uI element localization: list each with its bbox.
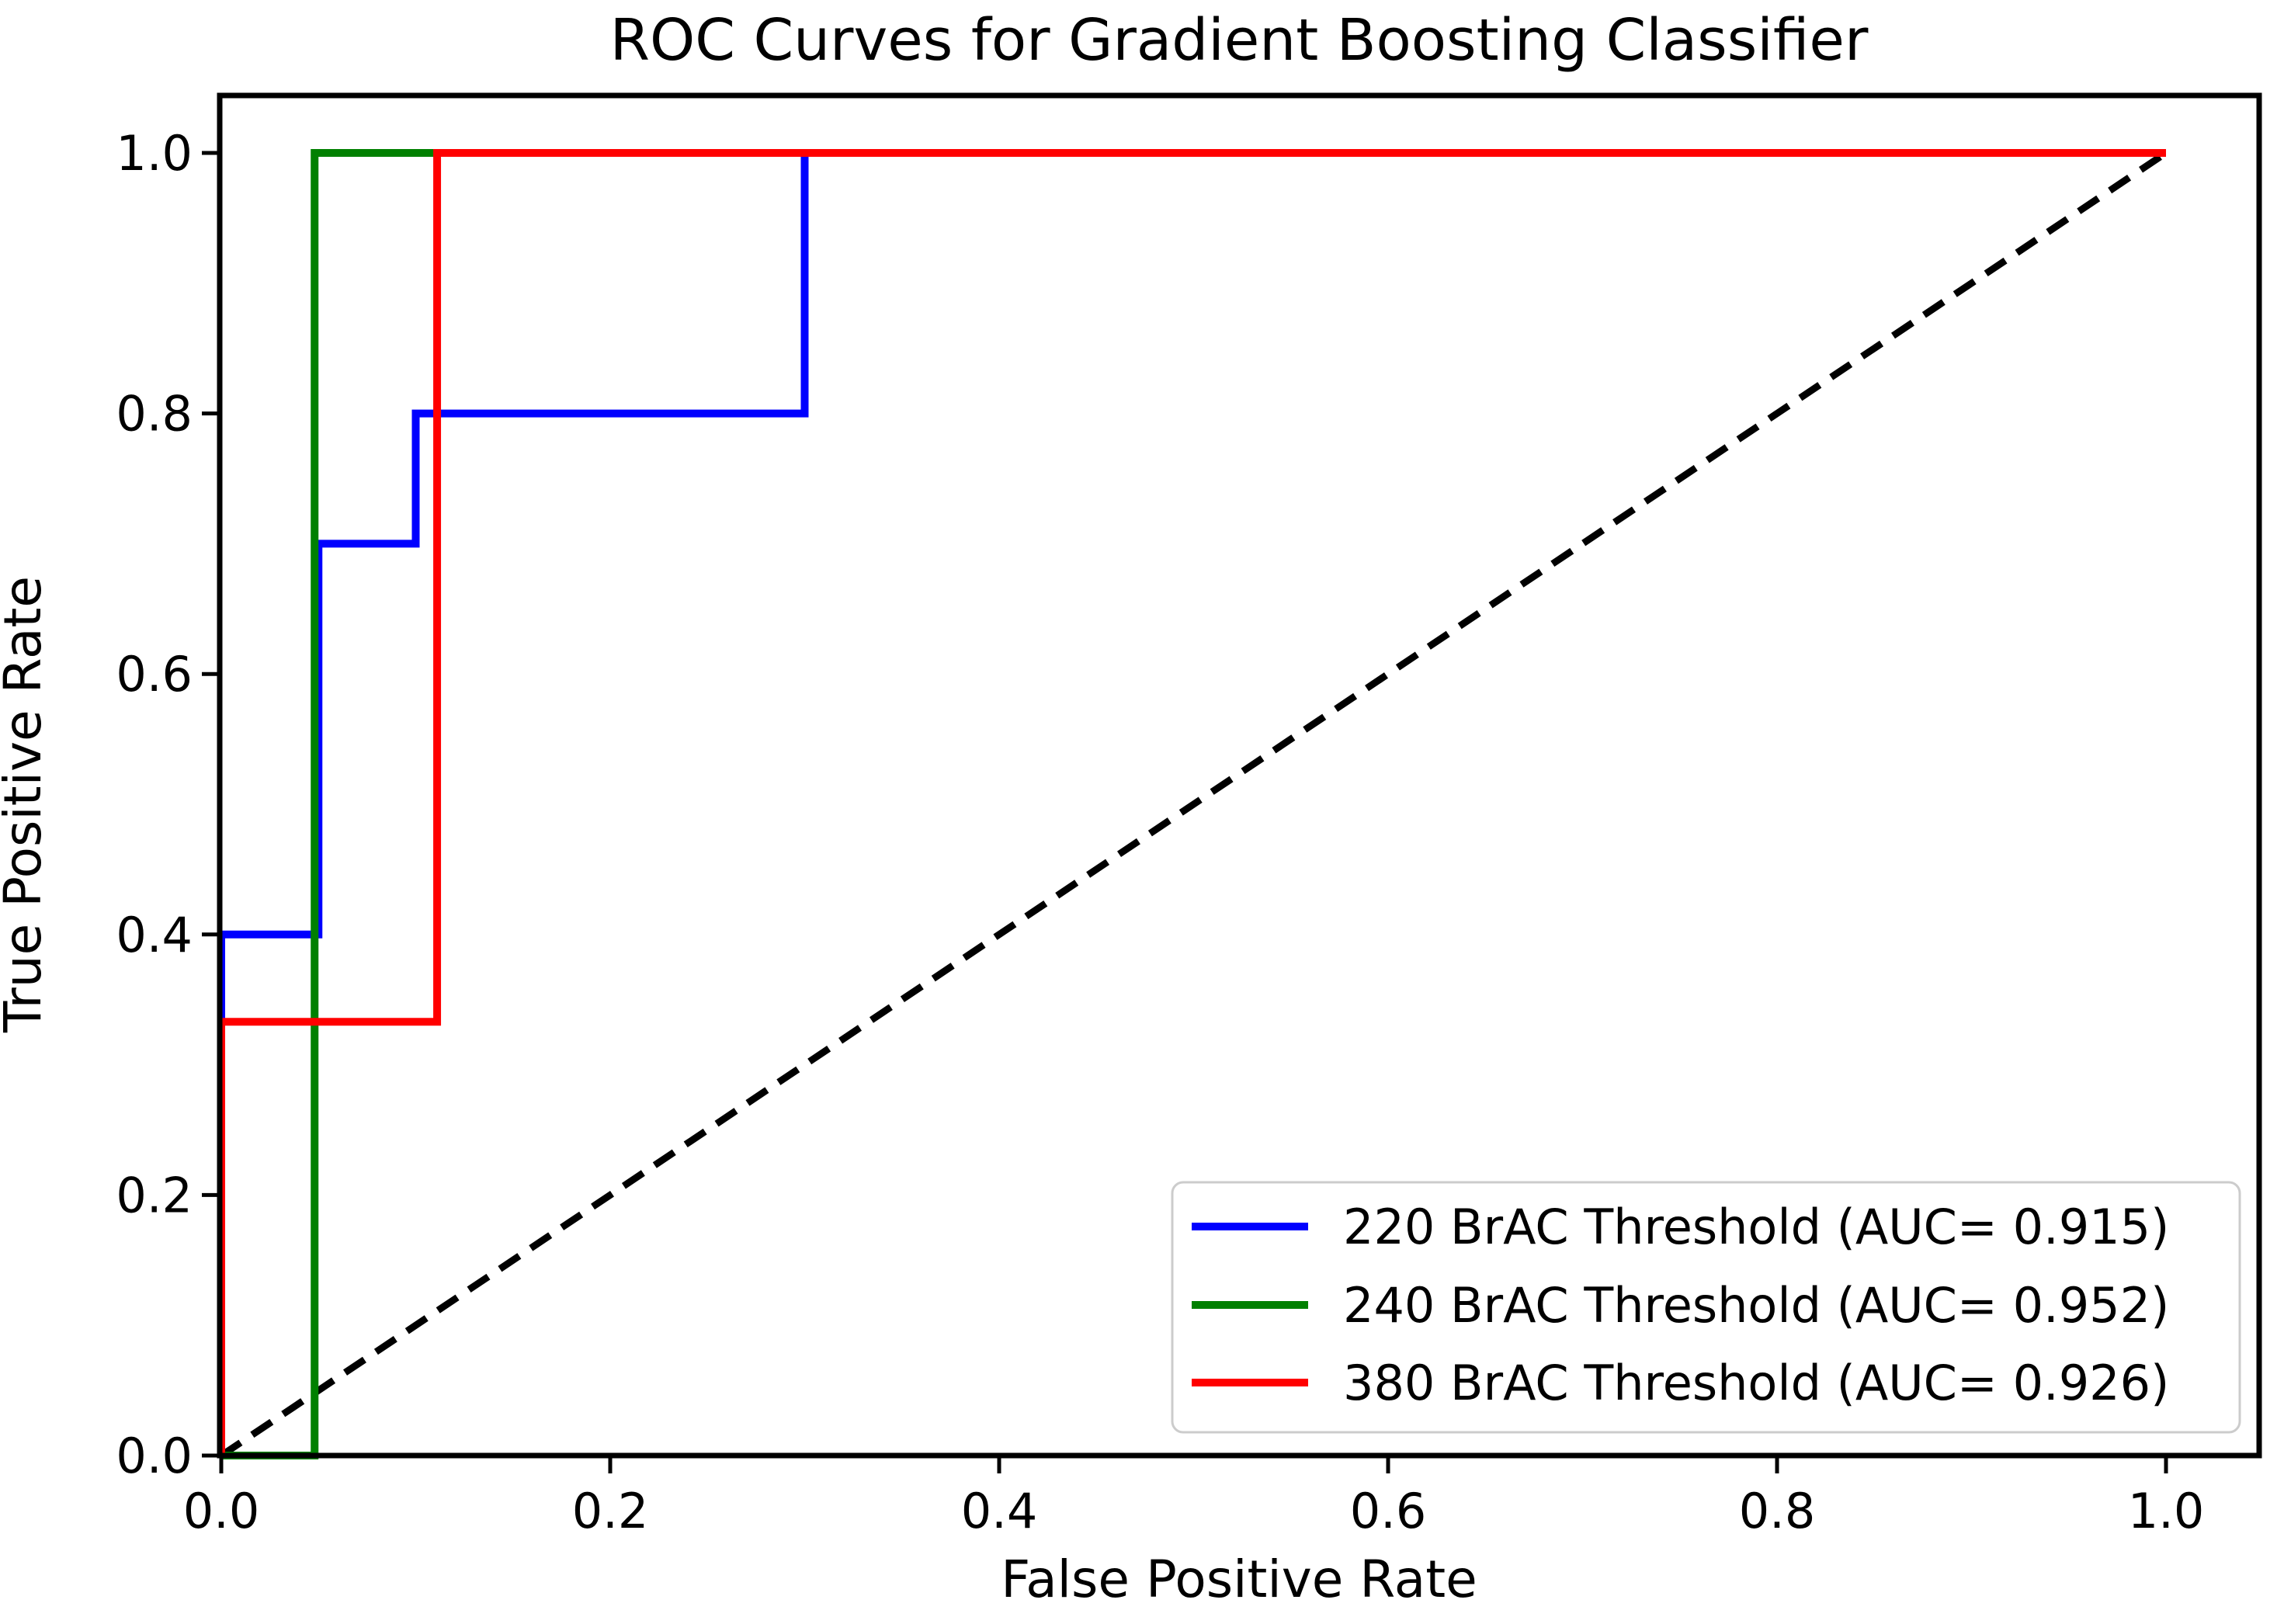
legend: 220 BrAC Threshold (AUC= 0.915) 240 BrAC …	[1171, 1181, 2241, 1434]
x-tick-label: 0.6	[1350, 1483, 1427, 1539]
legend-label: 220 BrAC Threshold (AUC= 0.915)	[1343, 1199, 2169, 1255]
legend-box	[1171, 1181, 2241, 1434]
y-tick-label: 1.0	[116, 125, 193, 182]
x-tick-label: 0.0	[183, 1483, 260, 1539]
x-tick-label: 1.0	[2128, 1483, 2205, 1539]
x-tick-label: 0.8	[1739, 1483, 1816, 1539]
y-tick-label: 0.0	[116, 1428, 193, 1484]
y-tick-label: 0.8	[116, 386, 193, 442]
legend-item-220-brac: 220 BrAC Threshold (AUC= 0.915)	[1192, 1199, 2169, 1255]
legend-item-380-brac: 380 BrAC Threshold (AUC= 0.926)	[1192, 1355, 2169, 1411]
y-tick-label: 0.4	[116, 907, 193, 963]
legend-label: 240 BrAC Threshold (AUC= 0.952)	[1343, 1277, 2169, 1334]
x-axis-label: False Positive Rate	[1001, 1549, 1477, 1609]
legend-label: 380 BrAC Threshold (AUC= 0.926)	[1343, 1355, 2169, 1411]
y-axis-label: True Positive Rate	[0, 576, 53, 1033]
y-tick-label: 0.6	[116, 646, 193, 703]
y-tick-label: 0.2	[116, 1167, 193, 1223]
chart-title: ROC Curves for Gradient Boosting Classif…	[610, 7, 1869, 74]
x-tick-label: 0.4	[961, 1483, 1038, 1539]
legend-item-240-brac: 240 BrAC Threshold (AUC= 0.952)	[1192, 1277, 2169, 1334]
plot-axes-layer: 0.0 0.2 0.4 0.6 0.8 1.0 0.0 0.2 0.4 0.6 0.8 1.0	[116, 92, 2262, 1539]
plot-border	[217, 92, 2262, 1459]
x-tick-label: 0.2	[572, 1483, 649, 1539]
chance-diagonal-line	[219, 150, 2168, 1459]
roc-curve-220-brac	[217, 149, 2166, 1456]
